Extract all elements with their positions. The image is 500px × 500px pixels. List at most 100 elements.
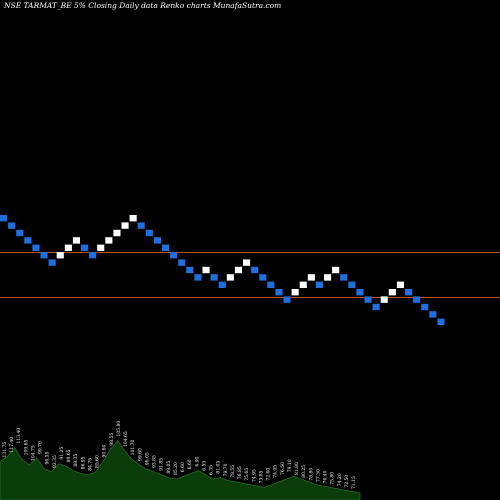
price-label: 75.80: [330, 472, 336, 485]
price-label: 89.65: [66, 449, 72, 462]
price-label: 76.50: [280, 462, 286, 475]
price-label: 76.40: [323, 470, 329, 483]
up-brick: [226, 274, 234, 281]
up-brick: [113, 229, 121, 237]
down-brick: [137, 222, 145, 229]
up-brick: [121, 222, 129, 229]
down-brick: [348, 281, 356, 288]
down-brick: [421, 303, 429, 311]
price-label: 99.70: [38, 441, 44, 454]
down-brick: [251, 266, 259, 274]
price-label: 93.85: [152, 455, 158, 468]
volume-fill: [0, 440, 361, 500]
price-label: 78.80: [308, 468, 314, 481]
price-label: 91.25: [59, 447, 65, 460]
price-label: 85.60: [95, 455, 101, 468]
price-label: 131.75: [2, 442, 8, 458]
price-label: 74.95: [251, 469, 257, 482]
down-brick: [16, 229, 24, 237]
up-brick: [396, 281, 404, 288]
down-brick: [259, 274, 267, 281]
down-brick: [40, 252, 48, 259]
up-brick: [97, 244, 105, 251]
price-label: 79.10: [287, 459, 293, 472]
down-brick: [283, 296, 291, 303]
price-label: 78.55: [230, 465, 236, 478]
price-label: 81.80: [294, 462, 300, 475]
price-label: 98.55: [109, 433, 115, 446]
reference-lines: [0, 252, 500, 298]
price-label: 96.05: [144, 452, 150, 465]
price-label: 73.85: [258, 470, 264, 483]
up-brick: [291, 289, 299, 296]
down-brick: [437, 318, 445, 325]
price-label: 92.35: [52, 455, 58, 468]
price-label: 104.65: [123, 431, 129, 447]
up-brick: [380, 296, 388, 303]
price-label: 75.65: [244, 468, 250, 481]
price-label: 96.55: [45, 451, 51, 464]
up-brick: [243, 259, 251, 266]
down-brick: [218, 281, 226, 288]
price-label: 85.20: [173, 462, 179, 475]
up-brick: [234, 266, 242, 274]
price-label: 71.15: [351, 476, 357, 489]
down-brick: [340, 274, 348, 281]
down-brick: [210, 274, 218, 281]
up-brick: [388, 289, 396, 296]
down-brick: [170, 252, 178, 259]
price-label: 6.60: [180, 462, 186, 472]
down-brick: [267, 281, 275, 288]
down-brick: [356, 289, 364, 296]
price-label: 84.75: [88, 458, 94, 471]
price-label: 81.05: [216, 461, 222, 474]
price-label: 6.55: [201, 461, 207, 471]
up-brick: [324, 274, 332, 281]
price-label: 99.60: [137, 448, 143, 461]
down-brick: [81, 244, 89, 251]
price-label: 6.35: [209, 465, 215, 475]
price-label: 80.25: [301, 465, 307, 478]
volume-area: [0, 440, 361, 500]
up-brick: [307, 274, 315, 281]
price-label: 105.80: [116, 421, 122, 437]
down-brick: [153, 237, 161, 244]
up-brick: [299, 281, 307, 288]
down-brick: [405, 289, 413, 296]
down-brick: [178, 259, 186, 266]
price-label: 109.65: [23, 440, 29, 456]
price-label: 74.95: [273, 465, 279, 478]
price-label: 104.75: [31, 445, 37, 461]
price-label: 79.70: [223, 463, 229, 476]
down-brick: [194, 274, 202, 281]
up-brick: [64, 244, 72, 251]
price-label: 76.85: [237, 466, 243, 479]
down-brick: [48, 259, 56, 266]
down-brick: [145, 229, 153, 237]
up-brick: [129, 215, 137, 222]
price-label: 90.60: [102, 444, 108, 457]
price-label: 89.05: [166, 461, 172, 474]
price-label: 86.95: [80, 456, 86, 469]
up-brick: [105, 237, 113, 244]
down-brick: [162, 244, 170, 251]
price-label: 113.40: [16, 428, 22, 444]
down-brick: [372, 303, 380, 311]
price-label: 72.60: [266, 468, 272, 481]
down-brick: [429, 311, 437, 318]
down-brick: [32, 244, 40, 251]
down-brick: [89, 252, 97, 259]
renko-bricks: [0, 215, 445, 325]
price-label: 77.30: [315, 469, 321, 482]
down-brick: [413, 296, 421, 303]
down-brick: [364, 296, 372, 303]
price-label: 74.20: [337, 473, 343, 486]
up-brick: [202, 266, 210, 274]
up-brick: [72, 237, 80, 244]
down-brick: [186, 266, 194, 274]
up-brick: [56, 252, 64, 259]
price-label: 6.90: [194, 456, 200, 466]
down-brick: [0, 215, 8, 222]
chart-title: NSE TARMAT_BE 5% Closing Daily data Renk…: [3, 1, 281, 10]
